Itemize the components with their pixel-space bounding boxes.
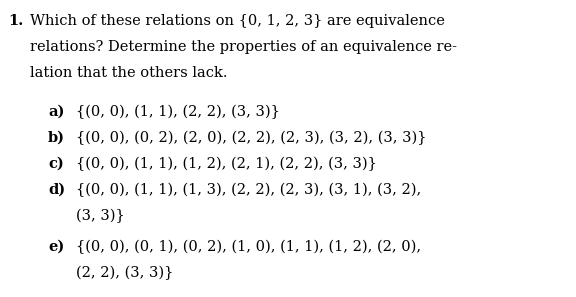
Text: Which of these relations on {0, 1, 2, 3} are equivalence: Which of these relations on {0, 1, 2, 3}… — [30, 14, 445, 28]
Text: e): e) — [48, 240, 65, 254]
Text: {(0, 0), (0, 1), (0, 2), (1, 0), (1, 1), (1, 2), (2, 0),: {(0, 0), (0, 1), (0, 2), (1, 0), (1, 1),… — [76, 240, 421, 254]
Text: 1.: 1. — [8, 14, 23, 28]
Text: {(0, 0), (1, 1), (1, 3), (2, 2), (2, 3), (3, 1), (3, 2),: {(0, 0), (1, 1), (1, 3), (2, 2), (2, 3),… — [76, 183, 421, 197]
Text: {(0, 0), (1, 1), (1, 2), (2, 1), (2, 2), (3, 3)}: {(0, 0), (1, 1), (1, 2), (2, 1), (2, 2),… — [76, 157, 377, 171]
Text: relations? Determine the properties of an equivalence re-: relations? Determine the properties of a… — [30, 40, 457, 54]
Text: c): c) — [48, 157, 64, 171]
Text: d): d) — [48, 183, 65, 197]
Text: (2, 2), (3, 3)}: (2, 2), (3, 3)} — [76, 266, 173, 280]
Text: {(0, 0), (1, 1), (2, 2), (3, 3)}: {(0, 0), (1, 1), (2, 2), (3, 3)} — [76, 105, 280, 119]
Text: lation that the others lack.: lation that the others lack. — [30, 66, 228, 80]
Text: b): b) — [48, 131, 65, 145]
Text: a): a) — [48, 105, 65, 119]
Text: {(0, 0), (0, 2), (2, 0), (2, 2), (2, 3), (3, 2), (3, 3)}: {(0, 0), (0, 2), (2, 0), (2, 2), (2, 3),… — [76, 131, 426, 145]
Text: (3, 3)}: (3, 3)} — [76, 209, 125, 223]
